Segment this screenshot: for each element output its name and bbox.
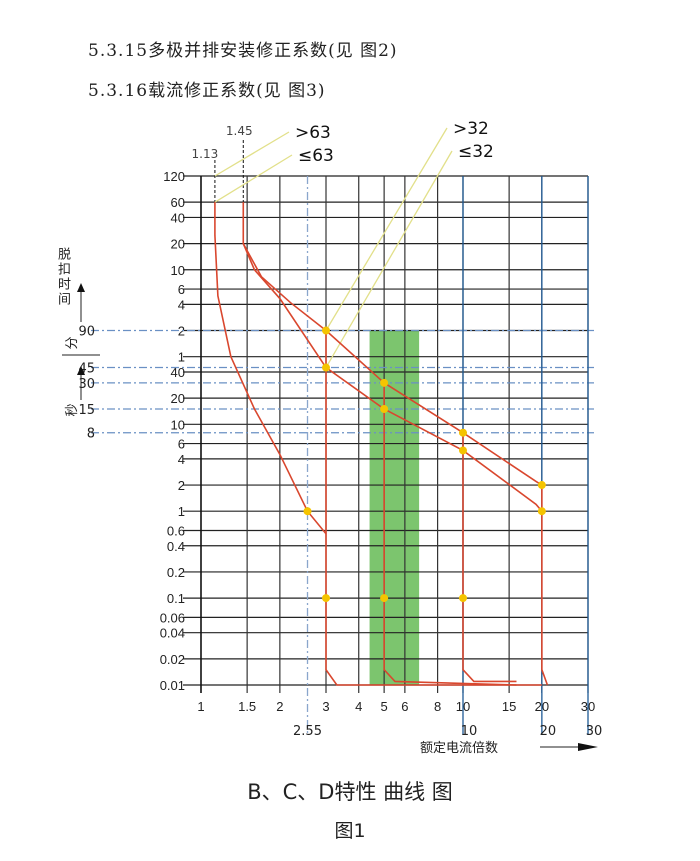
y-tick-label: 0.01 (160, 678, 185, 693)
curve-point (380, 594, 389, 603)
arrow-up-icon (77, 283, 85, 292)
y-tick-label: 0.2 (167, 565, 185, 580)
green-band (369, 330, 420, 685)
trip-curve (242, 243, 543, 512)
y-tick-label: 60 (171, 195, 185, 210)
y-tick-label: 1 (178, 350, 185, 365)
x-tick-label: 1 (197, 699, 204, 714)
annotation-label: ≤32 (458, 142, 494, 162)
ref-label-x: 20 (540, 724, 557, 739)
x-tick-label: 2 (276, 699, 283, 714)
ref-label-s: 30 (78, 377, 95, 392)
curve-point (458, 594, 467, 603)
ref-label-x: 30 (586, 724, 603, 739)
x-tick-label: 5 (381, 699, 388, 714)
x-tick-label: 3 (322, 699, 329, 714)
y-tick-label: 0.6 (167, 523, 185, 538)
y-tick-label: 6 (178, 282, 185, 297)
y-tick-label: 2 (178, 324, 185, 339)
section-5-3-15: 5.3.15多极并排安装修正系数(见 图2) (88, 41, 398, 61)
annotation-label: >32 (453, 119, 489, 139)
section-5-3-16: 5.3.16载流修正系数(见 图3) (88, 81, 326, 101)
y-tick-label: 120 (163, 169, 185, 184)
annotation-leader (214, 154, 293, 203)
ref-label-black: 1.13 (192, 147, 219, 161)
trip-curve (462, 432, 517, 683)
curve-point (322, 594, 331, 603)
annotation-label: >63 (295, 123, 331, 143)
y-tick-label: 40 (171, 210, 185, 225)
y-tick-label: 20 (171, 391, 185, 406)
trip-curve (325, 330, 542, 686)
x-tick-label: 6 (401, 699, 408, 714)
curve-point (537, 507, 546, 516)
trip-curve (214, 202, 327, 535)
y-tick-label: 40 (171, 365, 185, 380)
y-tick-label: 20 (171, 237, 185, 252)
chart-caption: B、C、D特性 曲线 图 (247, 780, 453, 804)
x-axis-title: 额定电流倍数 (420, 741, 498, 756)
ref-label-x: 2.55 (293, 724, 322, 739)
curve-point (303, 507, 312, 516)
y-tick-label: 6 (178, 437, 185, 452)
annotation-label: ≤63 (298, 146, 334, 166)
y-label-min: 分 (65, 336, 80, 349)
ref-label-s: 15 (78, 403, 95, 418)
ref-label-black: 1.45 (226, 124, 253, 138)
annotation-leader (214, 131, 290, 177)
curve-point (322, 363, 331, 372)
y-tick-label: 10 (171, 417, 185, 432)
curve-point (458, 446, 467, 455)
y-tick-label: 10 (171, 263, 185, 278)
figure-label: 图1 (334, 820, 366, 842)
curve-point (380, 378, 389, 387)
ref-label-x: 10 (461, 724, 478, 739)
ref-label-s: 8 (87, 427, 95, 442)
y-tick-label: 0.04 (160, 626, 185, 641)
y-tick-label: 1 (178, 504, 185, 519)
annotation-leader (325, 150, 453, 368)
y-tick-label: 2 (178, 478, 185, 493)
x-tick-label: 15 (502, 699, 516, 714)
curve-point (380, 404, 389, 413)
curve-point (537, 481, 546, 490)
y-tick-label: 0.06 (160, 610, 185, 625)
curve-point (458, 428, 467, 437)
ref-label-s: 90 (78, 325, 95, 340)
arrow-right-icon (578, 743, 598, 751)
x-tick-label: 1.5 (238, 699, 256, 714)
y-axis-title: 脱扣时间 (55, 247, 70, 307)
annotation-leader (325, 127, 448, 331)
trip-curve (383, 382, 517, 686)
y-tick-label: 4 (178, 452, 185, 467)
y-tick-label: 0.02 (160, 652, 185, 667)
arrow-up-icon (77, 366, 85, 375)
x-tick-label: 4 (355, 699, 362, 714)
y-label-sec: 秒 (65, 403, 80, 416)
curve-point (322, 326, 331, 335)
y-tick-label: 0.4 (167, 539, 185, 554)
y-tick-label: 0.1 (167, 591, 185, 606)
y-tick-label: 4 (178, 297, 185, 312)
x-tick-label: 8 (434, 699, 441, 714)
